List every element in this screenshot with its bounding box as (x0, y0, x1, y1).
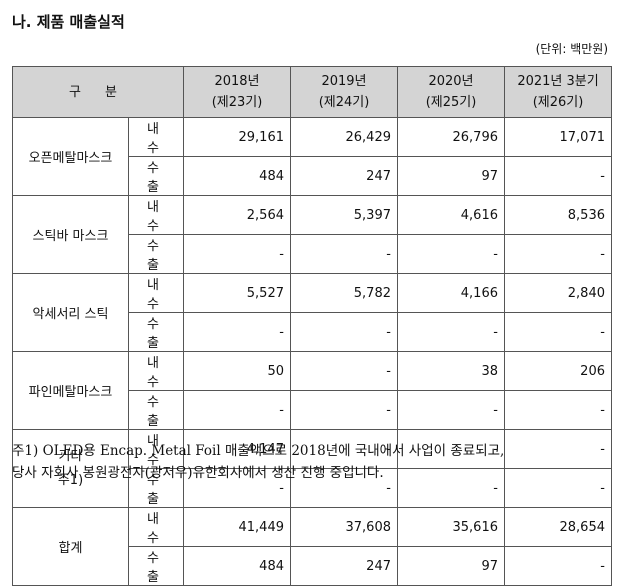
cell-value: 35,616 (397, 507, 505, 547)
cell-value: - (504, 234, 612, 274)
cell-value: 247 (290, 546, 398, 586)
cell-value: 484 (183, 546, 291, 586)
cell-value: 2,840 (504, 273, 612, 313)
product-name: 오픈메탈마스크 (12, 117, 129, 196)
table-row: 오픈메탈마스크 내 수 29,161 26,429 26,796 17,071 (12, 117, 612, 196)
sales-type: 내 수 (128, 351, 184, 391)
cell-value: - (397, 312, 505, 352)
table-row: 악세서리 스틱 내 수 5,527 5,782 4,166 2,840 (12, 273, 612, 352)
cell-value: 484 (183, 156, 291, 196)
cell-value: 4,166 (397, 273, 505, 313)
cell-value: 97 (397, 156, 505, 196)
cell-value: 28,654 (504, 507, 612, 547)
sales-type: 내 수 (128, 507, 184, 547)
table-row: 기타 주1) 내 수 4,147 - - - (12, 429, 612, 508)
unit-label: (단위: 백만원) (535, 42, 608, 56)
footnote-line: 주1) OLED용 Encap. Metal Foil 매출액으로 2018년에… (12, 443, 505, 459)
cell-value: - (290, 429, 398, 469)
table-row: 수 출 484 247 97 - (13, 156, 612, 196)
cell-value: 97 (397, 546, 505, 586)
sales-type: 수 출 (128, 156, 184, 196)
sales-type: 수 출 (128, 312, 184, 352)
cell-value: 5,782 (290, 273, 398, 313)
sales-type: 수 출 (128, 234, 184, 274)
cell-value: 37,608 (290, 507, 398, 547)
cell-value: 4,616 (397, 195, 505, 235)
footnote-line: 당사 자회사 봉원광전자(광저우)유한회사에서 생산 진행 중입니다. (12, 465, 384, 481)
cell-value: 247 (290, 156, 398, 196)
cell-value: 38 (397, 351, 505, 391)
cell-value: 2,564 (183, 195, 291, 235)
cell-value: 26,796 (397, 117, 505, 157)
cell-value: - (504, 468, 612, 508)
product-name: 파인메탈마스크 (12, 351, 129, 430)
header-period: 2019년 (제24기) (290, 66, 398, 118)
footnote-ref: 주1) (57, 472, 84, 488)
sales-type: 수 출 (128, 546, 184, 586)
table-row: 파인메탈마스크 내 수 50 - 38 206 (12, 351, 612, 430)
cell-value: - (290, 390, 398, 430)
cell-value: - (397, 390, 505, 430)
cell-value: - (290, 351, 398, 391)
sales-type: 내 수 (128, 429, 184, 469)
cell-value: - (290, 234, 398, 274)
cell-value: - (183, 312, 291, 352)
cell-value: 17,071 (504, 117, 612, 157)
cell-value: - (183, 234, 291, 274)
cell-value: - (504, 390, 612, 430)
sales-type: 내 수 (128, 273, 184, 313)
sales-table: 구 분 2018년 (제23기) 2019년 (제24기) 2020년 (제25기) … (12, 66, 612, 586)
cell-value: 50 (183, 351, 291, 391)
table-row: 수 출 - - - - (13, 312, 612, 352)
cell-value: - (504, 546, 612, 586)
cell-value: 5,397 (290, 195, 398, 235)
product-name: 스틱바 마스크 (12, 195, 129, 274)
header-period: 2020년 (제25기) (397, 66, 505, 118)
header-period: 2018년 (제23기) (183, 66, 291, 118)
cell-value: 5,527 (183, 273, 291, 313)
sales-type: 내 수 (128, 195, 184, 235)
cell-value: - (183, 390, 291, 430)
table-row: 수 출 - - - - (13, 234, 612, 274)
sales-type: 내 수 (128, 117, 184, 157)
total-label: 합계 (12, 507, 129, 586)
section-title: 나. 제품 매출실적 (12, 13, 125, 31)
cell-value: 29,161 (183, 117, 291, 157)
cell-value: - (290, 312, 398, 352)
cell-value: - (397, 234, 505, 274)
table-row: 합계 내 수 41,449 37,608 35,616 28,654 (12, 507, 612, 586)
header-category: 구 분 (12, 66, 184, 118)
cell-value: 26,429 (290, 117, 398, 157)
cell-value: 8,536 (504, 195, 612, 235)
header-period: 2021년 3분기 (제26기) (504, 66, 612, 118)
table-row: 스틱바 마스크 내 수 2,564 5,397 4,616 8,536 (12, 195, 612, 274)
cell-value: 206 (504, 351, 612, 391)
sales-type: 수 출 (128, 390, 184, 430)
cell-value: - (504, 312, 612, 352)
cell-value: - (504, 429, 612, 469)
table-header-row: 구 분 2018년 (제23기) 2019년 (제24기) 2020년 (제25기) … (12, 66, 612, 118)
cell-value: 41,449 (183, 507, 291, 547)
cell-value: - (504, 156, 612, 196)
product-name: 악세서리 스틱 (12, 273, 129, 352)
product-name: 기타 주1) (12, 429, 129, 508)
footnote: 주1) OLED용 Encap. Metal Foil 매출액으로 2018년에… (12, 440, 504, 484)
